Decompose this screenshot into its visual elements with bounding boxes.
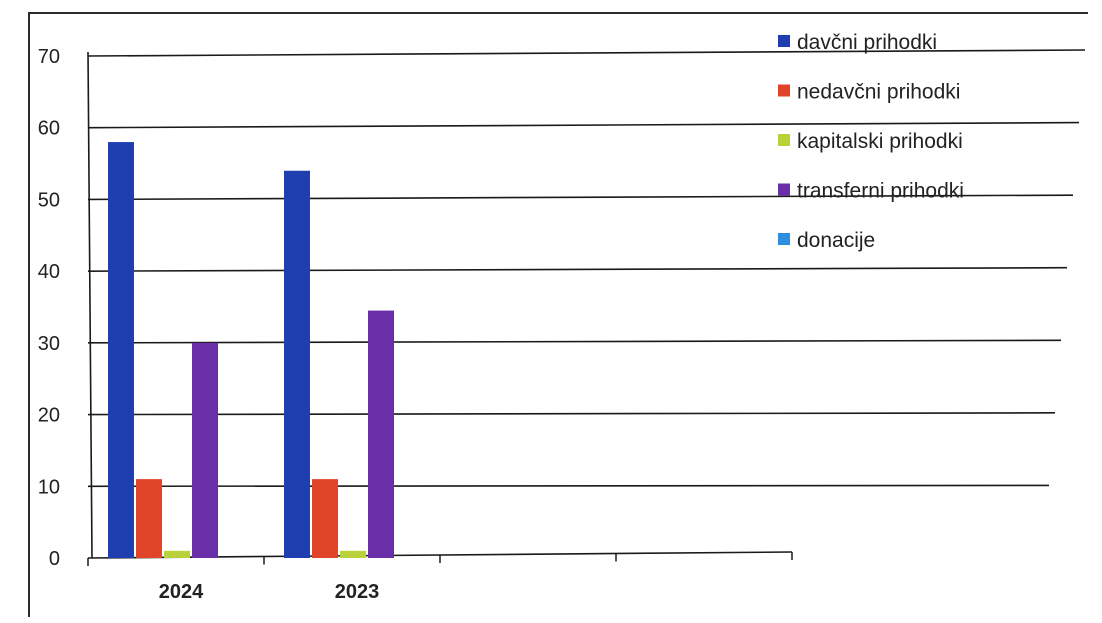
x-tick-label: 2023 — [335, 581, 380, 603]
x-tick-label: 2024 — [159, 581, 204, 603]
bar-2024-1 — [108, 142, 134, 559]
gridline — [87, 484, 1050, 488]
gridline — [87, 121, 1080, 129]
x-tick-labels: 2024 2023 — [159, 581, 380, 603]
y-axis-line — [87, 51, 93, 559]
gridline — [87, 339, 1062, 344]
bar-2024-3 — [164, 550, 190, 558]
y-tick-label: 20 — [38, 405, 60, 427]
y-tick-label: 70 — [38, 46, 60, 68]
bar-2023-4 — [368, 310, 394, 558]
bar-2024-4 — [192, 342, 218, 558]
legend-swatch — [778, 233, 790, 245]
legend-swatch — [778, 84, 790, 97]
bar-2023-2 — [312, 479, 338, 558]
y-tick-label: 10 — [38, 476, 60, 498]
gridlines — [87, 49, 1086, 488]
y-tick-label: 40 — [38, 261, 60, 283]
gridline — [87, 266, 1068, 272]
legend-label: davčni prihodki — [797, 31, 937, 54]
legend-label: donacije — [797, 229, 875, 252]
bars — [108, 142, 394, 559]
bar-2023-1 — [284, 170, 310, 558]
chart-frame — [28, 12, 1088, 617]
legend-swatch — [778, 35, 790, 47]
y-tick-labels: 0 10 20 30 40 50 60 70 — [38, 46, 60, 570]
legend-label: kapitalski prihodki — [797, 130, 963, 153]
legend-label: transferni prihodki — [797, 180, 964, 203]
y-tick-label: 60 — [38, 118, 60, 140]
legend: davčni prihodki nedavčni prihodki kapitals… — [778, 31, 964, 252]
bar-2024-2 — [136, 479, 162, 558]
legend-swatch — [778, 183, 790, 196]
gridline — [87, 49, 1086, 57]
gridline — [87, 194, 1074, 201]
bar-2023-3 — [340, 550, 366, 558]
y-tick-label: 30 — [38, 333, 60, 355]
legend-label: nedavčni prihodki — [797, 81, 960, 104]
legend-swatch — [778, 134, 790, 146]
y-tick-label: 50 — [38, 189, 60, 211]
gridline — [87, 412, 1056, 416]
y-tick-label: 0 — [49, 548, 60, 570]
